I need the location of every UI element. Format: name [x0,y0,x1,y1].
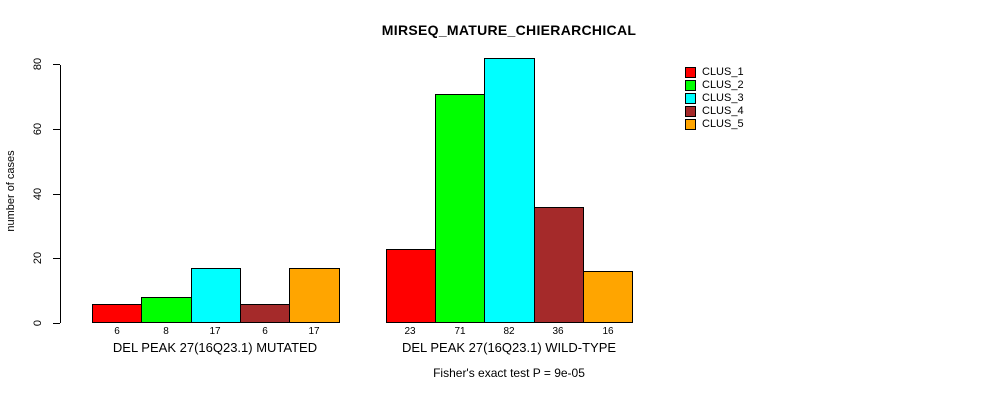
y-axis-line [60,65,61,323]
bar-value-label: 23 [404,326,416,337]
bar-clus_3-group2 [484,58,535,323]
bar-clus_5-group1 [289,268,340,323]
x-group-label-1: DEL PEAK 27(16Q23.1) MUTATED [112,340,318,355]
legend-swatch-clus_4 [685,106,696,117]
bar-value-label: 17 [209,326,221,337]
fisher-test-note: Fisher's exact test P = 9e-05 [433,366,585,380]
legend-swatch-clus_1 [685,67,696,78]
bar-clus_5-group2 [583,271,633,323]
bar-value-label: 6 [114,326,120,337]
bar-clus_1-group1 [92,304,142,323]
y-tick-mark [53,194,60,195]
y-tick-label: 60 [32,122,44,136]
legend-label-clus_4: CLUS_4 [702,105,744,117]
legend-swatch-clus_5 [685,119,696,130]
bar-value-label: 6 [262,326,268,337]
bar-value-label: 8 [163,326,169,337]
y-tick-mark [53,258,60,259]
y-tick-label: 20 [32,251,44,265]
y-tick-mark [53,64,60,65]
y-tick-label: 0 [32,319,44,327]
y-tick-label: 40 [32,187,44,201]
bar-value-label: 36 [552,326,564,337]
bar-clus_4-group2 [534,207,584,323]
bar-clus_2-group1 [141,297,192,323]
bar-value-label: 16 [602,326,614,337]
bar-value-label: 82 [503,326,515,337]
bar-clus_2-group2 [435,94,485,323]
legend-label-clus_3: CLUS_3 [702,92,744,104]
bar-clus_4-group1 [240,304,290,323]
y-tick-mark [53,323,60,324]
y-tick-mark [53,129,60,130]
y-tick-label: 80 [32,57,44,71]
legend-label-clus_5: CLUS_5 [702,118,744,130]
chart-title: MIRSEQ_MATURE_CHIERARCHICAL [381,22,637,38]
legend-label-clus_2: CLUS_2 [702,79,744,91]
bar-clus_1-group2 [386,249,436,323]
bar-value-label: 17 [308,326,320,337]
legend-swatch-clus_2 [685,80,696,91]
legend-swatch-clus_3 [685,93,696,104]
y-axis-title: number of cases [5,150,17,232]
legend-label-clus_1: CLUS_1 [702,66,744,78]
bar-clus_3-group1 [191,268,241,323]
bar-value-label: 71 [454,326,466,337]
x-group-label-2: DEL PEAK 27(16Q23.1) WILD-TYPE [401,340,617,355]
